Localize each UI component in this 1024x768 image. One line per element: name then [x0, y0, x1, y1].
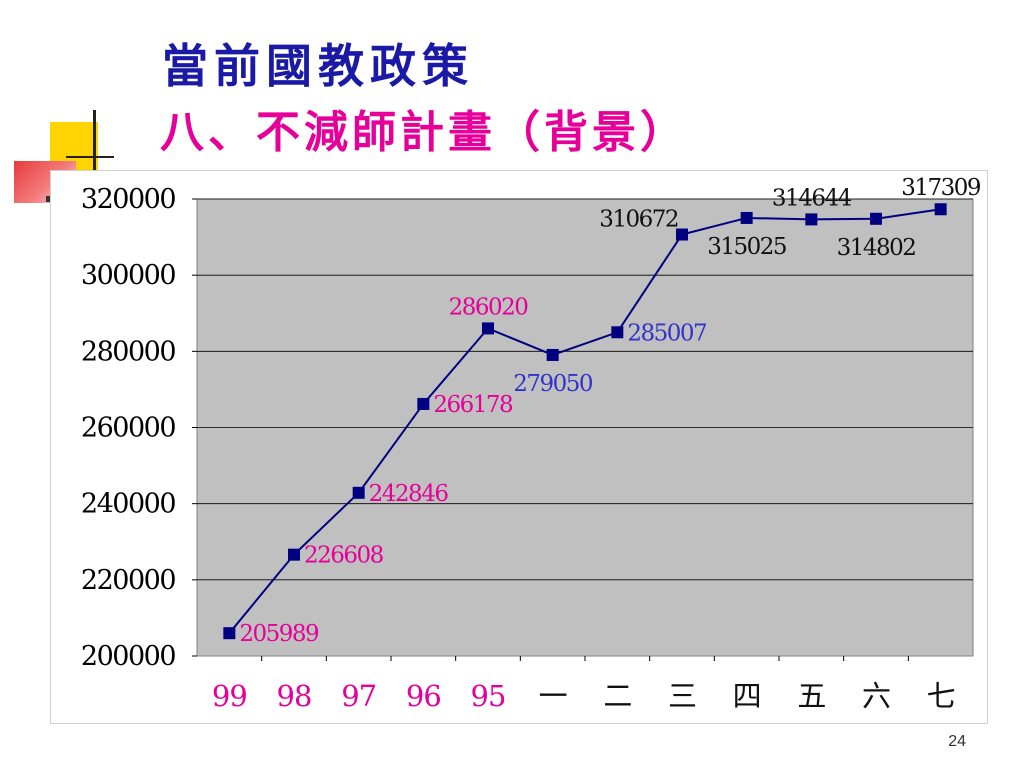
- y-tick-label: 300000: [81, 260, 175, 291]
- x-category-label: 98: [277, 679, 312, 713]
- y-tick-label: 220000: [81, 565, 175, 596]
- y-tick-label: 320000: [81, 184, 175, 215]
- data-label: 314802: [837, 235, 916, 261]
- data-label: 315025: [707, 234, 786, 260]
- data-point: [870, 212, 882, 225]
- data-point: [482, 322, 494, 335]
- data-point: [352, 486, 365, 499]
- data-point: [934, 203, 947, 216]
- data-label: 317309: [901, 175, 981, 201]
- x-category-label: 96: [406, 679, 441, 713]
- data-label: 285007: [627, 320, 706, 346]
- data-label: 314644: [772, 185, 852, 211]
- data-label: 279050: [513, 371, 593, 397]
- series-line: [228, 208, 941, 634]
- data-point: [676, 228, 688, 241]
- data-point: [223, 627, 236, 640]
- data-label: 266178: [433, 392, 513, 418]
- data-point: [805, 213, 818, 226]
- y-tick-label: 200000: [81, 641, 175, 672]
- data-point: [546, 348, 559, 361]
- data-label: 286020: [449, 294, 529, 320]
- x-category-label: 五: [797, 679, 825, 713]
- x-category-label: 97: [341, 679, 376, 713]
- y-tick-label: 260000: [81, 413, 175, 444]
- x-category-label: 四: [733, 679, 761, 713]
- data-label: 226608: [304, 543, 384, 569]
- x-category-label: 一: [539, 679, 567, 713]
- data-point: [288, 548, 300, 561]
- x-category-label: 六: [862, 679, 890, 713]
- x-category-label: 三: [668, 679, 696, 713]
- data-label: 310672: [599, 207, 678, 233]
- decor-horizontal-line: [66, 156, 114, 158]
- decor-bullet-dot: [46, 196, 52, 202]
- data-point: [740, 211, 753, 224]
- slide-subtitle: 八、不減師計畫（背景）: [160, 107, 688, 158]
- x-category-label: 二: [603, 679, 631, 713]
- page-number: 24: [948, 733, 966, 750]
- x-category-label: 95: [471, 679, 506, 713]
- data-point: [417, 397, 430, 410]
- data-point: [611, 326, 624, 339]
- data-label: 242846: [369, 481, 449, 507]
- x-category-label: 七: [927, 679, 955, 713]
- data-label: 205989: [239, 621, 319, 647]
- x-category-label: 99: [212, 679, 247, 713]
- y-tick-label: 280000: [81, 336, 175, 367]
- y-tick-label: 240000: [81, 489, 175, 520]
- slide-title: 當前國教政策: [162, 39, 474, 93]
